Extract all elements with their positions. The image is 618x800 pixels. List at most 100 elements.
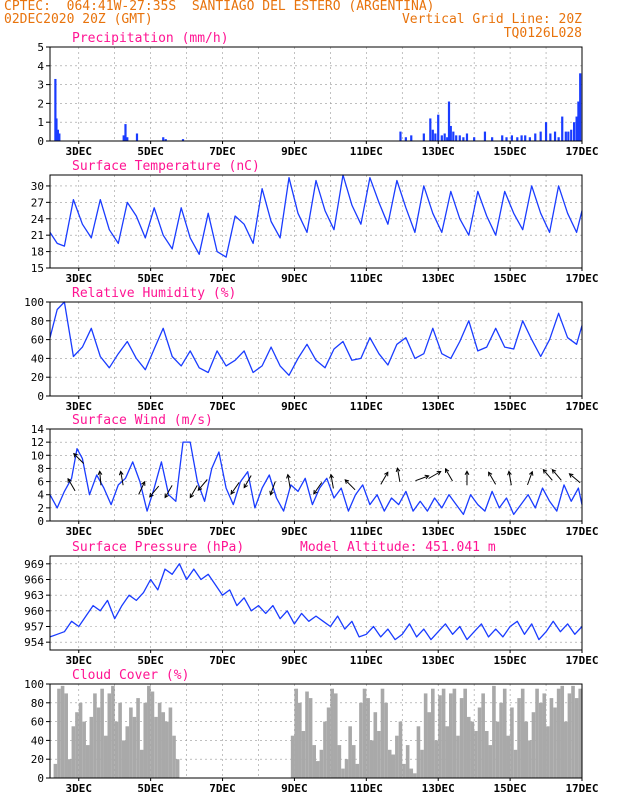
precip-bar: [575, 116, 578, 141]
cloud-bar: [136, 698, 140, 778]
precip-ytick-label: 0: [37, 135, 44, 148]
precip-xtick-label: 9DEC: [281, 145, 308, 158]
cloud-bar: [427, 712, 432, 778]
pres-xtick-label: 7DEC: [209, 654, 236, 667]
cloud-bar: [574, 698, 579, 778]
wind-arrow-head: [344, 479, 350, 484]
wind-xtick-label: 11DEC: [350, 525, 383, 538]
pres-xtick-label: 11DEC: [350, 654, 383, 667]
temp-xtick-label: 13DEC: [422, 272, 455, 285]
cloud-bar: [506, 735, 511, 778]
pres-ytick-label: 957: [24, 621, 44, 634]
wind-ytick-label: 10: [31, 449, 44, 462]
precip-bar: [572, 122, 576, 141]
precip-bar: [458, 135, 461, 141]
temp-xtick-label: 15DEC: [494, 272, 527, 285]
precip-xtick-label: 5DEC: [137, 145, 164, 158]
cloud-xtick-label: 5DEC: [137, 782, 164, 795]
precip-panel: Precipitation (mm/h) 0 1 2 3 4 5 3DEC 5DEC 7DEC 9D…: [37, 31, 598, 158]
cloud-bar: [341, 768, 345, 778]
cloud-bar: [154, 716, 158, 778]
cloud-bar: [571, 685, 575, 778]
wind-arrow: [73, 453, 85, 464]
cloud-bar: [330, 688, 334, 778]
wind-arrow: [330, 474, 334, 489]
wind-arrow-head: [313, 489, 318, 495]
wind-xtick-label: 17DEC: [565, 525, 598, 538]
precip-bar: [399, 131, 402, 141]
wind-arrow-head: [141, 480, 146, 486]
wind-title: Surface Wind (m/s): [72, 413, 213, 428]
wind-xtick-label: 15DEC: [494, 525, 527, 538]
temp-frame: [49, 174, 583, 269]
precip-bar: [54, 78, 57, 141]
wind-xtick-label: 13DEC: [422, 525, 455, 538]
wind-arrow: [120, 471, 124, 486]
wind-ytick-label: 0: [37, 515, 44, 528]
precip-bar: [58, 133, 61, 141]
cloud-bar: [484, 731, 489, 778]
cloud-bar: [448, 693, 453, 778]
cloud-bar: [118, 702, 122, 778]
cloud-bar: [326, 707, 331, 778]
cloud-ytick-label: 40: [31, 734, 44, 747]
cloud-bar: [495, 721, 500, 778]
rh-xtick-label: 5DEC: [137, 400, 164, 413]
precip-bar: [164, 139, 167, 141]
wind-arrow-head: [269, 490, 274, 496]
rh-ytick-label: 60: [31, 334, 44, 347]
precip-xtick-label: 3DEC: [66, 145, 93, 158]
cloud-bar: [348, 726, 352, 778]
cloud-bar: [488, 745, 493, 778]
cloud-xtick-label: 15DEC: [494, 782, 527, 795]
precip-bar: [447, 101, 451, 141]
temp-ytick-label: 24: [31, 213, 45, 226]
cloud-bar: [528, 740, 532, 778]
pres-ytick-label: 960: [24, 605, 44, 618]
cloud-bar: [556, 688, 561, 778]
cloud-bar: [420, 749, 424, 778]
cloud-ytick-label: 0: [37, 772, 44, 785]
wind-arrow: [508, 471, 512, 486]
cloud-bar: [567, 693, 572, 778]
cloud-bar: [413, 773, 417, 778]
rh-frame: [49, 301, 583, 397]
precip-bar: [561, 116, 564, 141]
precip-ytick-label: 2: [37, 97, 44, 110]
pres-xtick-label: 13DEC: [422, 654, 455, 667]
cloud-bar: [481, 693, 485, 778]
cloud-bar: [71, 726, 76, 778]
cloud-bar: [111, 685, 115, 778]
pres-subtitle: Model Altitude: 451.041 m: [300, 540, 496, 555]
cloud-bar: [549, 698, 554, 778]
cloud-bar: [319, 749, 324, 778]
cloud-xtick-label: 7DEC: [209, 782, 236, 795]
rh-xtick-label: 15DEC: [494, 400, 527, 413]
cloud-bar: [441, 688, 446, 778]
rh-ytick-label: 20: [31, 371, 44, 384]
header-line-1: CPTEC: 064:41W-27:35S SANTIAGO DEL ESTER…: [4, 0, 435, 14]
wind-arrow-head: [551, 468, 557, 474]
precip-bar: [410, 135, 413, 141]
cloud-bar: [499, 702, 503, 778]
cloud-bar: [466, 716, 471, 778]
wind-arrow: [270, 481, 276, 495]
wind-xtick-label: 7DEC: [209, 525, 236, 538]
precip-ytick-label: 5: [37, 41, 44, 54]
cloud-bar: [502, 688, 507, 778]
wind-arrow-head: [164, 493, 169, 499]
cloud-bar: [524, 721, 529, 778]
cloud-bar: [96, 707, 101, 778]
wind-arrow: [542, 469, 553, 481]
cloud-bar: [517, 698, 521, 778]
wind-ytick-label: 8: [37, 462, 44, 475]
cloud-bar: [315, 761, 320, 778]
rh-series-line: [49, 301, 583, 376]
precip-bar: [449, 125, 452, 141]
wind-arrow-head: [329, 473, 334, 479]
cloud-bar: [333, 693, 338, 778]
cloud-ytick-label: 100: [24, 678, 44, 691]
precip-bar: [162, 137, 165, 141]
temp-xtick-label: 17DEC: [565, 272, 598, 285]
cloud-bar: [362, 688, 367, 778]
